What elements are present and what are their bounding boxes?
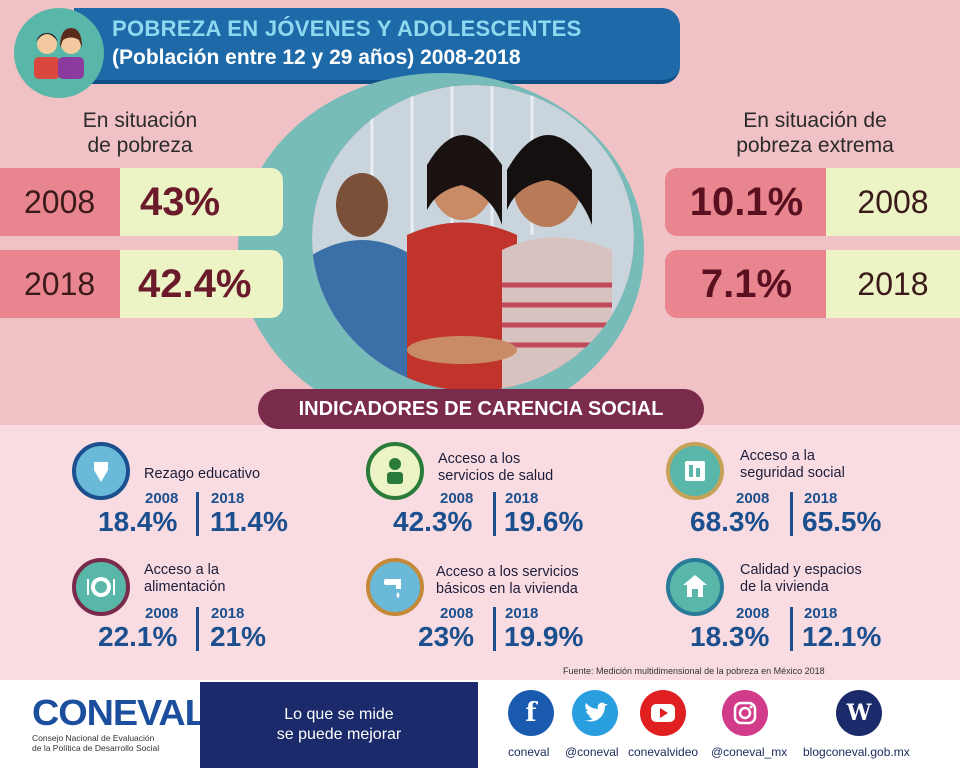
header-subtitle: (Población entre 12 y 29 años) 2008-2018	[112, 46, 521, 69]
indicator-label-line2: alimentación	[144, 579, 226, 595]
instagram-handle[interactable]: @coneval_mx	[711, 745, 788, 759]
divider	[196, 607, 199, 651]
wordpress-icon[interactable]: W	[836, 690, 882, 736]
indicator-value: 19.6%	[504, 506, 584, 537]
indicator-label: Acceso a los servicios básicos en la viv…	[436, 564, 579, 598]
indicator-year: 2008	[145, 605, 179, 622]
social-security-icon	[666, 442, 724, 500]
indicator-value: 42.3%	[393, 506, 473, 537]
facebook-icon[interactable]: f	[508, 690, 554, 736]
indicator-label: Acceso a los servicios de salud	[438, 451, 553, 485]
indicator-year: 2018	[505, 490, 539, 507]
indicator-label-line2: servicios de salud	[438, 468, 554, 484]
youth-photo	[312, 85, 634, 391]
poverty-value-2008: 43%	[120, 168, 283, 236]
coneval-subtitle-line1: Consejo Nacional de Evaluación	[32, 733, 155, 743]
indicator-value: 11.4%	[210, 506, 288, 537]
indicator-label-line2: básicos en la vivienda	[436, 581, 578, 597]
indicator-label-line1: Acceso a los servicios	[436, 564, 579, 580]
indicator-label: Calidad y espacios de la vivienda	[740, 562, 862, 596]
indicator-label-line1: Acceso a la	[740, 448, 815, 464]
coneval-logo: CONEVAL	[32, 692, 208, 733]
indicator-value: 19.9%	[504, 621, 584, 652]
youtube-handle[interactable]: conevalvideo	[628, 745, 699, 759]
divider	[493, 607, 496, 651]
indicator-year: 2008	[736, 605, 770, 622]
extreme-title-line1: En situación de	[743, 109, 887, 132]
coneval-subtitle-line2: de la Política de Desarrollo Social	[32, 743, 160, 753]
extreme-value-2018: 7.1%	[665, 250, 828, 318]
indicator-label: Acceso a la alimentación	[144, 562, 225, 596]
instagram-icon[interactable]	[722, 690, 768, 736]
water-tap-icon	[366, 558, 424, 616]
youtube-icon[interactable]	[640, 690, 686, 736]
indicators-title: INDICADORES DE CARENCIA SOCIAL	[258, 389, 704, 429]
divider	[790, 607, 793, 651]
facebook-handle[interactable]: coneval	[508, 745, 550, 759]
indicator-label: Rezago educativo	[144, 466, 261, 482]
indicator-value: 22.1%	[98, 621, 178, 652]
doctor-icon	[366, 442, 424, 500]
header-title: POBREZA EN JÓVENES Y ADOLESCENTES	[112, 16, 582, 41]
indicator-value: 12.1%	[802, 621, 882, 652]
pencil-icon	[72, 442, 130, 500]
indicator-label-line1: Acceso a los	[438, 451, 521, 467]
indicator-year: 2008	[145, 490, 179, 507]
house-icon	[666, 558, 724, 616]
poverty-title-line2: de pobreza	[87, 134, 193, 157]
poverty-title-line1: En situación	[82, 109, 198, 132]
indicator-year: 2018	[804, 605, 838, 622]
food-plate-icon	[72, 558, 130, 616]
twitter-handle[interactable]: @coneval	[565, 745, 619, 759]
indicator-label-line1: Acceso a la	[144, 562, 219, 578]
divider	[196, 492, 199, 536]
indicator-year: 2018	[505, 605, 539, 622]
indicator-value: 65.5%	[802, 506, 882, 537]
slogan-line1: Lo que se mide	[284, 706, 394, 723]
extreme-title-line2: pobreza extrema	[736, 134, 894, 157]
extreme-poverty-title: En situación de pobreza extrema	[690, 108, 940, 158]
indicator-label-line2: de la vivienda	[740, 579, 829, 595]
source-note: Fuente: Medición multidimensional de la …	[563, 666, 825, 676]
slogan-line2: se puede mejorar	[276, 726, 402, 743]
footer	[0, 680, 960, 768]
indicator-value: 18.4%	[98, 506, 178, 537]
extreme-year-2018: 2018	[826, 250, 960, 318]
indicator-year: 2018	[804, 490, 838, 507]
indicator-year: 2008	[736, 490, 770, 507]
youth-icon	[14, 8, 104, 98]
poverty-title: En situación de pobreza	[50, 108, 230, 158]
slogan-box: Lo que se mide se puede mejorar	[200, 682, 478, 768]
divider	[790, 492, 793, 536]
extreme-year-2008: 2008	[826, 168, 960, 236]
indicator-value: 18.3%	[690, 621, 770, 652]
blog-link[interactable]: blogconeval.gob.mx	[803, 745, 910, 759]
extreme-value-2008: 10.1%	[665, 168, 828, 236]
indicator-label: Acceso a la seguridad social	[740, 448, 845, 482]
indicator-label-line2: seguridad social	[740, 465, 845, 481]
indicator-label-line1: Calidad y espacios	[740, 562, 862, 578]
twitter-icon[interactable]	[572, 690, 618, 736]
coneval-subtitle: Consejo Nacional de Evaluación de la Pol…	[32, 733, 159, 753]
poverty-year-2018: 2018	[0, 250, 122, 318]
indicator-value: 23%	[418, 621, 475, 652]
poverty-value-2018: 42.4%	[120, 250, 283, 318]
indicator-year: 2018	[211, 605, 245, 622]
divider	[493, 492, 496, 536]
indicator-year: 2018	[211, 490, 245, 507]
indicators-section	[0, 425, 960, 680]
indicator-value: 68.3%	[690, 506, 770, 537]
poverty-year-2008: 2008	[0, 168, 122, 236]
indicator-value: 21%	[210, 621, 267, 652]
indicator-year: 2008	[440, 490, 474, 507]
indicator-year: 2008	[440, 605, 474, 622]
